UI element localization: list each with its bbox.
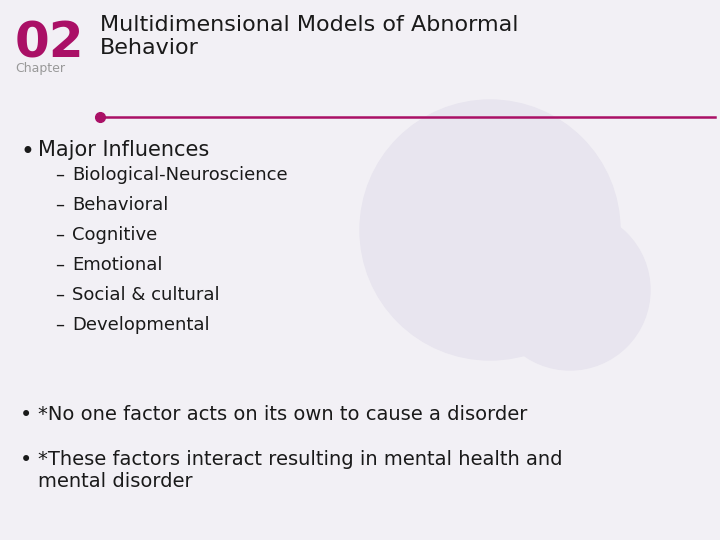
Text: Social & cultural: Social & cultural [72,286,220,304]
Text: •: • [20,405,32,425]
Circle shape [360,100,620,360]
Text: Developmental: Developmental [72,316,210,334]
Text: *No one factor acts on its own to cause a disorder: *No one factor acts on its own to cause … [38,405,527,424]
Text: •: • [20,450,32,470]
Text: Behavioral: Behavioral [72,196,168,214]
Text: Cognitive: Cognitive [72,226,157,244]
Text: –: – [55,196,64,214]
Text: –: – [55,226,64,244]
Text: –: – [55,256,64,274]
Text: Emotional: Emotional [72,256,163,274]
Text: Chapter: Chapter [15,62,65,75]
Circle shape [490,210,650,370]
Text: Biological-Neuroscience: Biological-Neuroscience [72,166,287,184]
Text: –: – [55,316,64,334]
Text: –: – [55,166,64,184]
Text: Multidimensional Models of Abnormal: Multidimensional Models of Abnormal [100,15,518,35]
Text: Behavior: Behavior [100,38,199,58]
Text: –: – [55,286,64,304]
Text: 02: 02 [15,20,85,68]
Text: •: • [20,140,34,164]
Text: Major Influences: Major Influences [38,140,210,160]
Text: *These factors interact resulting in mental health and
mental disorder: *These factors interact resulting in men… [38,450,562,491]
